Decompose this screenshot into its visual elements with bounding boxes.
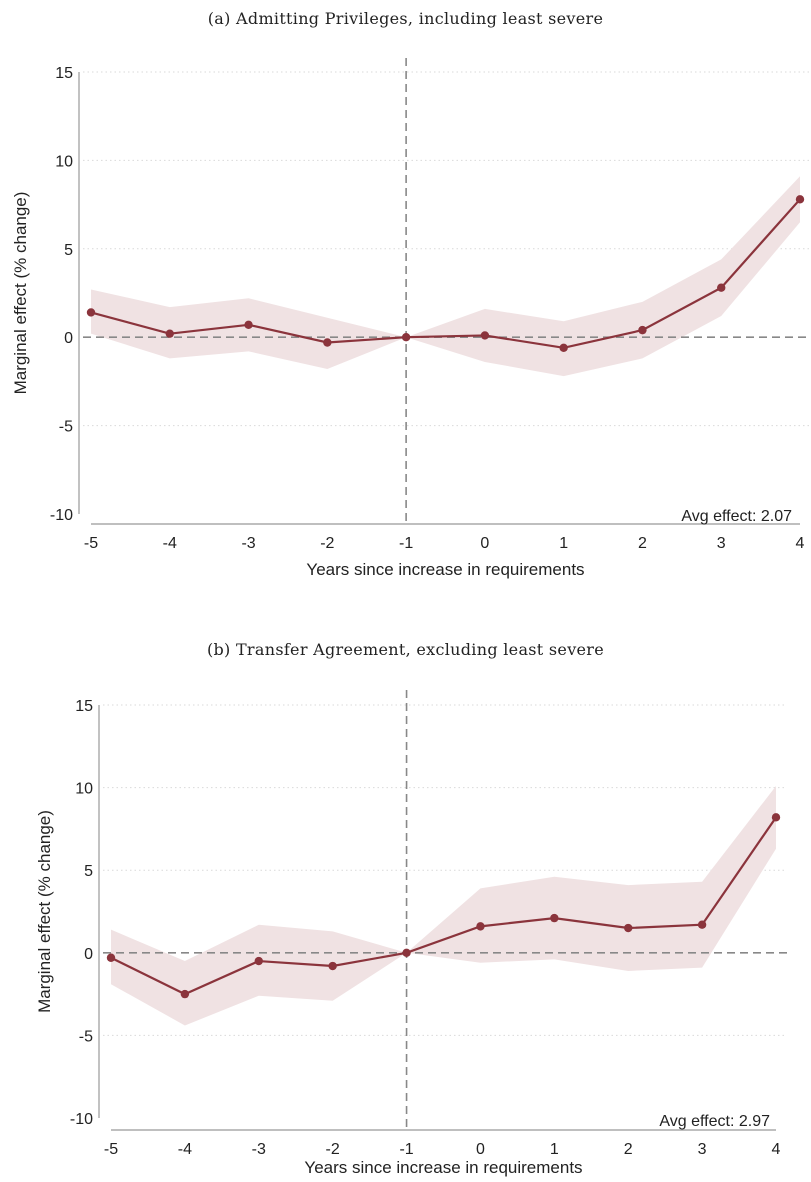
data-point: [795, 195, 805, 204]
y-tick-label: -10: [70, 1111, 93, 1128]
data-point: [638, 325, 647, 335]
data-point: [550, 913, 559, 923]
data-point: [180, 989, 190, 999]
data-point: [717, 283, 726, 292]
confidence-band: [91, 176, 800, 377]
data-point: [86, 308, 96, 317]
x-tick-label: 0: [476, 1141, 485, 1158]
y-tick-label: 5: [84, 863, 93, 880]
x-tick-label: 3: [717, 535, 726, 552]
data-point: [771, 813, 781, 822]
data-point: [106, 953, 116, 962]
data-point: [476, 922, 485, 931]
y-tick-label: 0: [64, 330, 73, 347]
x-tick-label: 4: [796, 535, 805, 552]
x-tick-label: 1: [559, 535, 568, 552]
data-point: [328, 961, 337, 971]
panel-b-title: (b) Transfer Agreement, excluding least …: [206, 640, 605, 659]
x-tick-label: -2: [320, 535, 334, 552]
data-point: [165, 329, 174, 338]
y-tick-label: -5: [59, 419, 73, 436]
data-point: [480, 331, 490, 340]
series-line: [110, 816, 777, 996]
x-tick-label: 3: [698, 1141, 707, 1158]
x-tick-label: 2: [624, 1141, 633, 1158]
x-tick-label: -1: [399, 1141, 413, 1158]
y-tick-label: -10: [50, 507, 73, 524]
x-tick-label: -1: [399, 535, 413, 552]
x-tick-label: 4: [772, 1141, 781, 1158]
x-axis-title: Years since increase in requirements: [306, 560, 584, 579]
confidence-band: [111, 785, 776, 1026]
x-tick-label: -3: [252, 1141, 266, 1158]
data-point: [254, 956, 263, 966]
data-point: [401, 333, 411, 342]
x-tick-label: -2: [326, 1141, 340, 1158]
data-point: [323, 338, 332, 347]
x-tick-label: 2: [638, 535, 647, 552]
x-tick-label: -5: [104, 1141, 118, 1158]
y-axis-title: Marginal effect (% change): [11, 192, 30, 395]
x-tick-label: -3: [241, 535, 255, 552]
x-tick-label: -5: [84, 535, 98, 552]
y-tick-label: 10: [55, 153, 73, 170]
y-tick-label: 0: [84, 946, 93, 963]
x-tick-label: 0: [480, 535, 489, 552]
x-axis-title: Years since increase in requirements: [304, 1158, 582, 1177]
data-point: [559, 343, 568, 353]
panel-a-title: (a) Admitting Privileges, including leas…: [207, 9, 604, 28]
data-point: [244, 320, 253, 330]
x-tick-label: -4: [178, 1141, 192, 1158]
x-tick-label: -4: [163, 535, 177, 552]
data-point: [697, 920, 707, 929]
y-axis-title: Marginal effect (% change): [35, 810, 54, 1013]
avg-effect-annotation: Avg effect: 2.97: [659, 1113, 770, 1130]
avg-effect-annotation: Avg effect: 2.07: [681, 508, 792, 525]
x-tick-label: 1: [550, 1141, 559, 1158]
y-tick-label: 15: [75, 698, 93, 715]
y-tick-label: 15: [55, 65, 73, 82]
y-tick-label: -5: [79, 1028, 93, 1045]
data-point: [402, 948, 411, 957]
data-point: [624, 923, 633, 933]
series-line: [90, 198, 801, 349]
y-tick-label: 10: [75, 781, 93, 798]
y-tick-label: 5: [64, 242, 73, 259]
